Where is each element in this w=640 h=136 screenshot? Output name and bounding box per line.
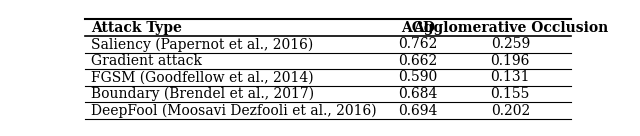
Text: Gradient attack: Gradient attack	[91, 54, 202, 68]
Text: ACD: ACD	[401, 21, 435, 35]
Text: 0.155: 0.155	[491, 87, 530, 101]
Text: 0.662: 0.662	[398, 54, 438, 68]
Text: Boundary (Brendel et al., 2017): Boundary (Brendel et al., 2017)	[91, 87, 314, 101]
Text: 0.684: 0.684	[398, 87, 438, 101]
Text: Attack Type: Attack Type	[91, 21, 182, 35]
Text: 0.196: 0.196	[491, 54, 530, 68]
Text: 0.762: 0.762	[398, 37, 438, 51]
Text: 0.131: 0.131	[490, 70, 530, 84]
Text: 0.259: 0.259	[491, 37, 530, 51]
Text: 0.202: 0.202	[491, 104, 530, 118]
Text: 0.694: 0.694	[398, 104, 438, 118]
Text: 0.590: 0.590	[398, 70, 438, 84]
Text: Agglomerative Occlusion: Agglomerative Occlusion	[413, 21, 608, 35]
Text: DeepFool (Moosavi Dezfooli et al., 2016): DeepFool (Moosavi Dezfooli et al., 2016)	[91, 103, 376, 118]
Text: FGSM (Goodfellow et al., 2014): FGSM (Goodfellow et al., 2014)	[91, 70, 314, 84]
Text: Saliency (Papernot et al., 2016): Saliency (Papernot et al., 2016)	[91, 37, 313, 52]
